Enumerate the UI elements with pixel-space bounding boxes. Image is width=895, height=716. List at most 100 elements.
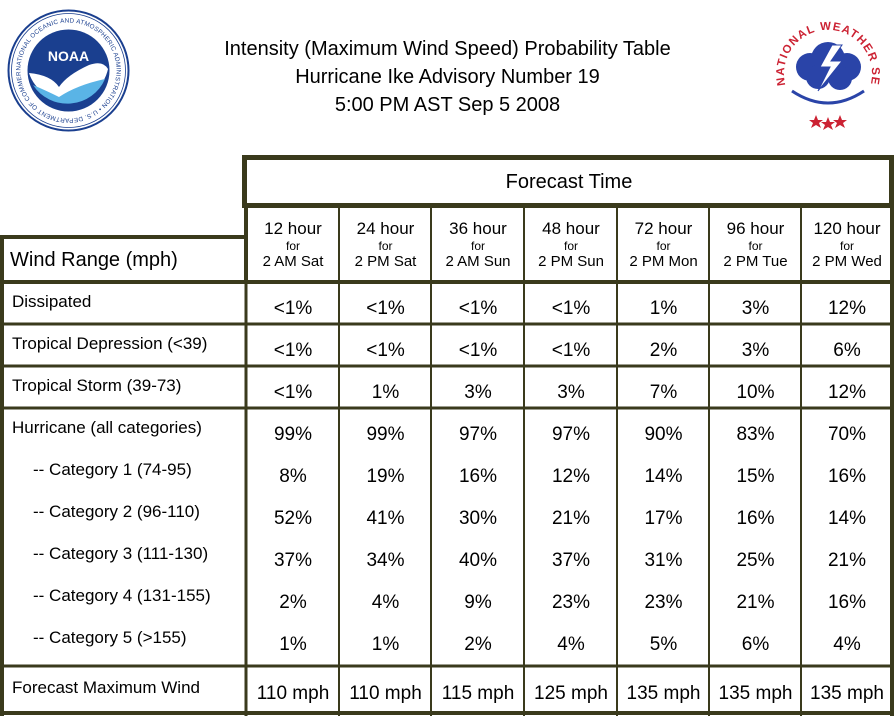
row-label: Dissipated [12,292,92,311]
table-cell: 12% [551,466,591,487]
column-header-when: 2 PM Wed [812,253,882,270]
column-header-for: for [563,239,578,253]
noaa-logo: NATIONAL OCEANIC AND ATMOSPHERIC ADMINIS… [7,9,130,132]
table-cell: <1% [273,298,313,319]
column-header-for: for [285,239,300,253]
column-header-when: 2 PM Mon [629,253,698,270]
table-cell: <1% [458,298,498,319]
table-cell: <1% [551,298,591,319]
column-header-5: 72 hour for 2 PM Mon [618,219,709,271]
table-cell: 21% [736,592,775,613]
table-cell: 3% [557,382,585,403]
row-label: -- Category 2 (96-110) [33,502,200,521]
table-cell: 7% [649,382,678,403]
table-cell: <1% [273,340,313,361]
row-label: Tropical Storm (39-73) [12,376,182,395]
table-cell: 4% [833,634,861,655]
table-cell: 115 mph [441,683,515,704]
row-label: -- Category 5 (>155) [33,628,187,647]
column-header-when: 2 AM Sun [445,253,511,270]
column-header-for: for [839,239,854,253]
table-cell: 6% [741,634,770,655]
table-cell: 97% [458,424,498,445]
column-header-hours: 48 hour [542,219,600,238]
column-header-for: for [470,239,485,253]
table-cell: 1% [371,382,400,403]
title-line-2: Hurricane Ike Advisory Number 19 [295,66,600,88]
table-cell: 17% [644,508,683,529]
row-label: -- Category 3 (111-130) [33,544,209,563]
table-cell: 1% [279,634,307,655]
table-cell: 97% [551,424,591,445]
column-header-4: 48 hour for 2 PM Sun [525,219,617,271]
table-cell: <1% [458,340,498,361]
table-cell: <1% [366,298,405,319]
column-header-when: 2 AM Sat [262,253,324,270]
table-cell: 16% [736,508,775,529]
table-cell: 2% [649,340,678,361]
table-cell: 31% [644,550,683,571]
table-cell: 16% [827,466,867,487]
row-label: Forecast Maximum Wind [12,678,200,697]
column-header-hours: 12 hour [264,219,322,238]
table-cell: 4% [371,592,400,613]
nws-logo: NATIONAL WEATHER SERVICE [770,5,880,130]
table-cell: 99% [273,424,313,445]
column-header-when: 2 PM Sat [354,253,417,270]
table-cell: 19% [366,466,405,487]
table-cell: 135 mph [626,683,701,704]
column-header-hours: 120 hour [813,219,881,238]
table-cell: <1% [273,382,313,403]
page-title: Intensity (Maximum Wind Speed) Probabili… [150,35,745,119]
wind-range-header: Wind Range (mph) [10,249,178,271]
column-header-6: 96 hour for 2 PM Tue [710,219,801,271]
table-cell: 1% [649,298,678,319]
table-cell: 25% [736,550,775,571]
table-cell: <1% [366,340,405,361]
table-cell: 21% [827,550,867,571]
table-cell: 52% [273,508,313,529]
column-header-1: 12 hour for 2 AM Sat [247,219,339,271]
table-cell: 34% [366,550,405,571]
column-header-for: for [656,239,671,253]
table-cell: 70% [827,424,867,445]
table-cell: 41% [366,508,405,529]
table-cell: 21% [551,508,591,529]
table-cell: 1% [371,634,400,655]
table-cell: 9% [464,592,492,613]
column-header-3: 36 hour for 2 AM Sun [432,219,524,271]
table-cell: 5% [649,634,678,655]
table-cell: 2% [279,592,307,613]
table-cell: 8% [279,466,307,487]
table-cell: 6% [833,340,861,361]
table-cell: 2% [464,634,492,655]
column-header-for: for [748,239,763,253]
column-header-hours: 36 hour [449,219,507,238]
table-cell: 14% [827,508,867,529]
table-cell: 23% [644,592,683,613]
title-line-1: Intensity (Maximum Wind Speed) Probabili… [224,38,671,60]
table-cell: 14% [644,466,683,487]
table-cell: 135 mph [718,683,793,704]
row-label: Hurricane (all categories) [12,418,202,437]
noaa-logo-label: NOAA [48,48,89,64]
row-label: Tropical Depression (<39) [12,334,208,353]
table-cell: 135 mph [810,683,884,704]
row-label: -- Category 4 (131-155) [33,586,211,605]
table-cell: 16% [827,592,867,613]
table-cell: 3% [741,340,770,361]
table-cell: 4% [557,634,585,655]
forecast-time-header: Forecast Time [505,171,633,193]
column-header-for: for [378,239,393,253]
table-cell: 37% [551,550,591,571]
column-header-when: 2 PM Tue [723,253,788,270]
column-header-when: 2 PM Sun [538,253,604,270]
table-cell: 40% [458,550,498,571]
table-cell: 99% [366,424,405,445]
column-header-hours: 24 hour [356,219,415,238]
table-cell: 16% [458,466,498,487]
table-cell: 3% [741,298,770,319]
table-cell: <1% [551,340,591,361]
column-header-hours: 96 hour [726,219,785,238]
